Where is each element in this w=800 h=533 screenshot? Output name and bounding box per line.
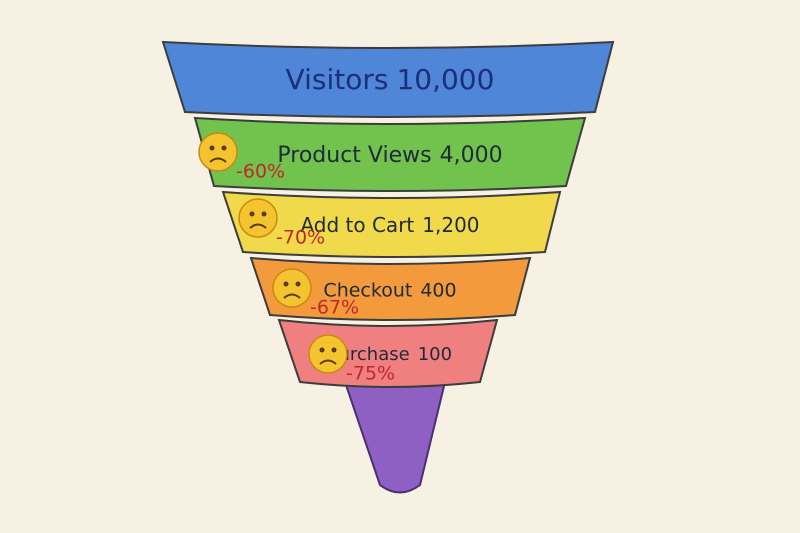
stage-name: Purchase <box>328 344 410 365</box>
stage-value: 10,000 <box>396 63 494 96</box>
sad-eye <box>221 145 227 151</box>
sad-mouth <box>209 157 227 163</box>
funnel-segment <box>161 40 615 118</box>
stage-value: 1,200 <box>422 213 479 237</box>
segment-label: Add to Cart 1,200 <box>300 213 479 237</box>
drop-label: -70% <box>276 227 325 249</box>
funnel-segment <box>249 256 532 321</box>
sad-eye <box>295 281 301 287</box>
stage-value: 4,000 <box>440 143 503 168</box>
segment-label: Purchase 100 <box>328 344 452 365</box>
stage-value: 100 <box>418 344 452 365</box>
sad-face <box>308 334 348 374</box>
sad-eye <box>331 347 337 353</box>
stage-value: 400 <box>420 279 456 301</box>
funnel-segment <box>221 190 562 258</box>
drop-label: -67% <box>310 297 359 319</box>
sad-mouth <box>249 223 267 229</box>
segment-label: Product Views 4,000 <box>277 143 502 168</box>
sad-face <box>238 198 278 238</box>
sad-eye <box>261 211 267 217</box>
sad-mouth <box>319 359 337 365</box>
sad-face <box>198 132 238 172</box>
sad-mouth <box>283 293 301 299</box>
sad-eye <box>319 347 325 353</box>
segment-label: Checkout 400 <box>323 279 456 301</box>
stage-name: Product Views <box>277 143 431 168</box>
funnel-segment <box>193 116 587 192</box>
sad-eye <box>283 281 289 287</box>
stage-name: Visitors <box>286 63 389 96</box>
segment-label: Visitors 10,000 <box>286 63 495 96</box>
drop-label: -75% <box>346 363 395 385</box>
funnel-stem <box>343 381 447 494</box>
stage-name: Add to Cart <box>300 213 414 237</box>
drop-label: -60% <box>236 161 285 183</box>
sad-eye <box>209 145 215 151</box>
stage-name: Checkout <box>323 279 412 301</box>
sad-eye <box>249 211 255 217</box>
sad-face <box>272 268 312 308</box>
